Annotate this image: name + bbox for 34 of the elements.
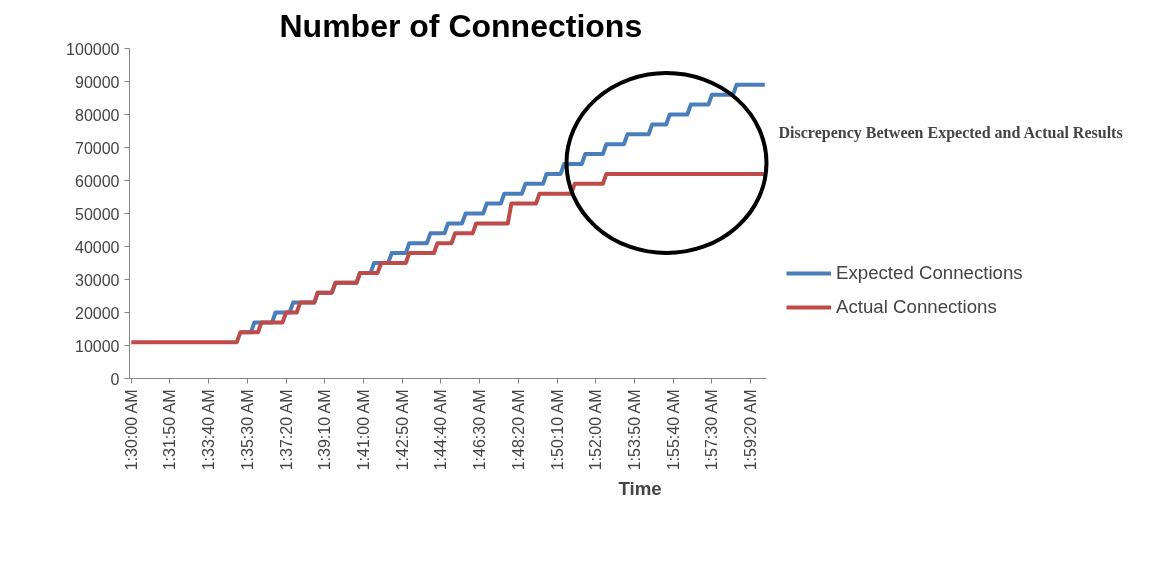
x-tick-label: 1:42:50 AM [393,389,411,471]
x-axis-title: Time [618,478,662,500]
y-tick-label: 40000 [75,238,120,256]
x-tick-label: 1:50:10 AM [548,389,566,471]
y-tick-label: 80000 [75,106,120,124]
x-tick-label: 1:44:40 AM [432,389,450,471]
x-tick-label: 1:35:30 AM [238,389,256,471]
y-tick-label: 50000 [75,205,120,223]
x-tick-label: 1:30:00 AM [122,389,140,471]
x-tick-label: 1:53:50 AM [626,389,644,471]
y-tick-label: 30000 [75,271,120,289]
legend-label: Expected Connections [836,262,1023,284]
line-series [129,171,767,345]
y-tick-label: 20000 [75,304,120,322]
y-tick-label: 90000 [75,73,120,91]
x-tick-label: 1:59:20 AM [742,389,760,471]
y-tick-label: 100000 [66,40,120,58]
x-tick-label: 1:55:40 AM [664,389,682,471]
y-tick-label: 0 [110,370,120,388]
x-tick-label: 1:57:30 AM [703,389,721,471]
text: Discrepency Between Expected and Actual Results [778,123,1123,142]
chart-title: Number of Connections [279,7,643,44]
x-tick-label: 1:52:00 AM [587,389,605,471]
y-tick-label: 70000 [75,139,120,157]
x-tick-label: 1:46:30 AM [471,389,489,471]
x-tick-label: 1:48:20 AM [509,389,527,471]
x-tick-label: 1:41:00 AM [355,389,373,471]
y-tick-label: 10000 [75,337,120,355]
x-tick-label: 1:37:20 AM [277,389,295,471]
x-tick-label: 1:39:10 AM [316,389,334,471]
legend-label: Actual Connections [836,296,997,318]
x-tick-label: 1:31:50 AM [161,389,179,471]
y-tick-label: 60000 [75,172,120,190]
x-tick-label: 1:33:40 AM [200,389,218,471]
